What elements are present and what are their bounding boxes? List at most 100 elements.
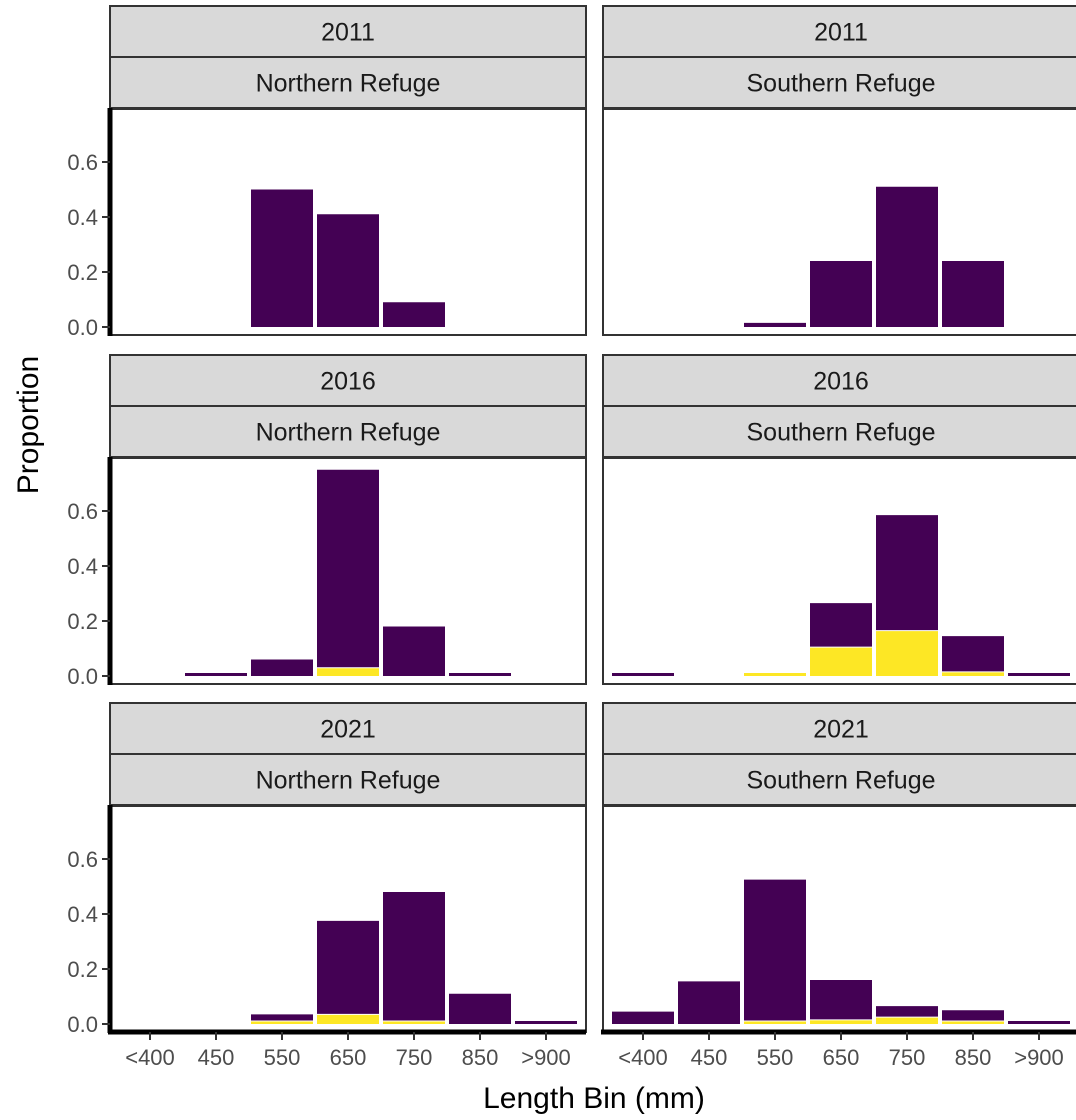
facet-strip-year-label: 2011 xyxy=(814,19,868,47)
x-tick-label: 750 xyxy=(396,1045,433,1070)
x-tick-label: >900 xyxy=(521,1045,571,1070)
y-axis-row-0: 0.0 0.2 0.4 0.6 xyxy=(67,108,113,340)
y-axis-row-2: 0.0 0.2 0.4 0.6 xyxy=(67,805,113,1037)
facet-strip-year-label: 2016 xyxy=(813,368,869,396)
facet-strip-year xyxy=(602,5,1076,58)
facet-strip-refuge-label: Southern Refuge xyxy=(746,419,935,447)
bar-purple-1 xyxy=(185,673,247,676)
bar-yellow-4 xyxy=(876,630,938,676)
facet-strip-year xyxy=(109,354,587,407)
bar-purple-3 xyxy=(317,920,379,1015)
bar-purple-4 xyxy=(876,515,938,631)
bar-purple-3 xyxy=(317,469,379,668)
bar-yellow-5 xyxy=(942,671,1004,676)
x-tick-label: >900 xyxy=(1014,1045,1064,1070)
x-axis-left: <400 450 550 650 750 850 >900 xyxy=(108,1029,586,1070)
bar-purple-4 xyxy=(876,186,938,327)
facet-strip-refuge xyxy=(109,56,587,109)
y-tick-label: 0.0 xyxy=(67,1012,98,1037)
axes-layer: 0.0 0.2 0.4 0.6 0.0 0.2 0.4 0.6 0.0 0.2 0.4 0.6 <400… xyxy=(67,108,1076,1070)
x-tick-label: 450 xyxy=(198,1045,235,1070)
facet-strip-refuge-label: Northern Refuge xyxy=(256,767,441,795)
facet-strip-refuge xyxy=(602,56,1076,109)
bar-yellow-3 xyxy=(810,1019,872,1024)
x-tick-label: 650 xyxy=(823,1045,860,1070)
bar-yellow-2 xyxy=(744,1021,806,1024)
bar-purple-3 xyxy=(810,980,872,1020)
bar-yellow-3 xyxy=(810,647,872,676)
facet-strip-refuge-label: Southern Refuge xyxy=(746,70,935,98)
panel-2021-southern: 2021 Southern Refuge xyxy=(602,702,1076,1033)
panel-2011-southern: 2011 Southern Refuge xyxy=(602,5,1076,336)
bar-purple-4 xyxy=(383,892,445,1021)
x-axis-title: Length Bin (mm) xyxy=(483,1082,705,1115)
x-tick-label: 550 xyxy=(264,1045,301,1070)
bar-purple-5 xyxy=(942,261,1004,327)
y-axis-row-1: 0.0 0.2 0.4 0.6 xyxy=(67,457,113,689)
bar-purple-4 xyxy=(876,1006,938,1018)
bar-purple-6 xyxy=(1008,1021,1070,1024)
x-tick-label: <400 xyxy=(618,1045,668,1070)
bar-purple-5 xyxy=(449,673,511,676)
x-tick-label: 850 xyxy=(462,1045,499,1070)
bar-purple-2 xyxy=(744,879,806,1021)
x-tick-label: 850 xyxy=(955,1045,992,1070)
bar-purple-4 xyxy=(383,626,445,676)
facet-strip-year xyxy=(602,354,1076,407)
bar-purple-2 xyxy=(744,322,806,327)
facet-strip-year xyxy=(109,5,587,58)
bar-purple-1 xyxy=(678,981,740,1024)
bar-purple-5 xyxy=(942,1010,1004,1021)
bar-purple-3 xyxy=(810,603,872,648)
x-tick-label: 750 xyxy=(889,1045,926,1070)
bar-purple-3 xyxy=(317,214,379,327)
facet-strip-refuge xyxy=(602,753,1076,806)
facet-strip-refuge-label: Southern Refuge xyxy=(746,767,935,795)
y-tick-label: 0.2 xyxy=(67,609,98,634)
y-tick-label: 0.2 xyxy=(67,957,98,982)
bar-purple-0 xyxy=(612,1011,674,1024)
facet-strip-year-label: 2021 xyxy=(813,716,869,744)
x-tick-label: 550 xyxy=(757,1045,794,1070)
bar-purple-6 xyxy=(515,1021,577,1024)
bar-yellow-3 xyxy=(317,667,379,676)
bar-yellow-3 xyxy=(317,1014,379,1024)
bar-purple-5 xyxy=(942,636,1004,672)
x-tick-label: 450 xyxy=(691,1045,728,1070)
facet-strip-year xyxy=(109,702,587,755)
bar-yellow-5 xyxy=(942,1021,1004,1024)
panel-2016-northern: 2016 Northern Refuge xyxy=(109,354,587,685)
panel-2011-northern: 2011 Northern Refuge xyxy=(109,5,587,336)
bar-yellow-2 xyxy=(744,673,806,676)
y-tick-label: 0.0 xyxy=(67,315,98,340)
bar-purple-2 xyxy=(251,659,313,676)
facet-strip-refuge xyxy=(109,753,587,806)
bar-purple-2 xyxy=(251,1014,313,1021)
y-tick-label: 0.4 xyxy=(67,902,98,927)
bar-purple-5 xyxy=(449,993,511,1024)
bar-yellow-4 xyxy=(876,1017,938,1024)
bar-purple-0 xyxy=(612,673,674,676)
bar-purple-2 xyxy=(251,189,313,327)
bar-yellow-4 xyxy=(383,1021,445,1024)
bar-purple-4 xyxy=(383,302,445,327)
bar-yellow-2 xyxy=(251,1021,313,1024)
y-tick-label: 0.2 xyxy=(67,260,98,285)
x-tick-label: 650 xyxy=(330,1045,367,1070)
facet-strip-year-label: 2011 xyxy=(321,19,375,47)
x-axis-right: <400 450 550 650 750 850 >900 xyxy=(601,1029,1076,1070)
y-tick-label: 0.6 xyxy=(67,847,98,872)
panel-2016-southern: 2016 Southern Refuge xyxy=(602,354,1076,685)
y-tick-label: 0.4 xyxy=(67,554,98,579)
facet-strip-year-label: 2016 xyxy=(320,368,376,396)
y-tick-label: 0.6 xyxy=(67,150,98,175)
facet-strip-refuge-label: Northern Refuge xyxy=(256,419,441,447)
facet-strip-refuge-label: Northern Refuge xyxy=(256,70,441,98)
bar-purple-3 xyxy=(810,261,872,327)
facet-strip-year-label: 2021 xyxy=(320,716,376,744)
y-tick-label: 0.0 xyxy=(67,664,98,689)
y-tick-label: 0.4 xyxy=(67,205,98,230)
y-axis-title: Proportion xyxy=(12,356,45,494)
